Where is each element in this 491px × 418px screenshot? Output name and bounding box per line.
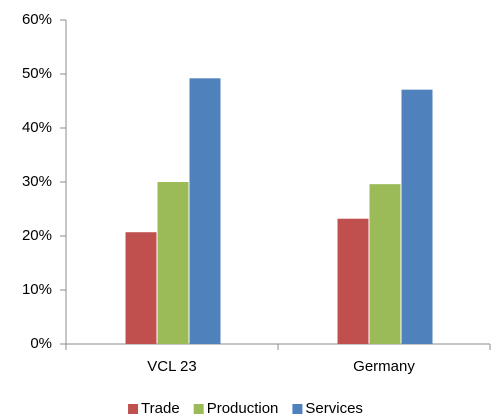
x-tick-label: Germany <box>353 358 415 375</box>
y-tick-label: 60% <box>22 11 52 28</box>
legend-label: Services <box>305 400 363 417</box>
bar <box>401 89 433 344</box>
legend-swatch <box>292 404 303 414</box>
legend-label: Production <box>207 400 279 417</box>
y-tick-label: 30% <box>22 173 52 190</box>
y-tick-label: 10% <box>22 281 52 298</box>
bar <box>157 182 189 344</box>
bar <box>337 218 369 344</box>
x-tick-label: VCL 23 <box>147 358 196 375</box>
y-tick-label: 0% <box>30 335 52 352</box>
bar <box>189 78 221 344</box>
legend-swatch <box>128 404 139 414</box>
y-tick-label: 40% <box>22 119 52 136</box>
legend-swatch <box>193 404 204 414</box>
y-tick-label: 20% <box>22 227 52 244</box>
bar <box>125 232 157 344</box>
y-tick-label: 50% <box>22 65 52 82</box>
bar <box>369 184 401 344</box>
legend-label: Trade <box>141 400 180 417</box>
